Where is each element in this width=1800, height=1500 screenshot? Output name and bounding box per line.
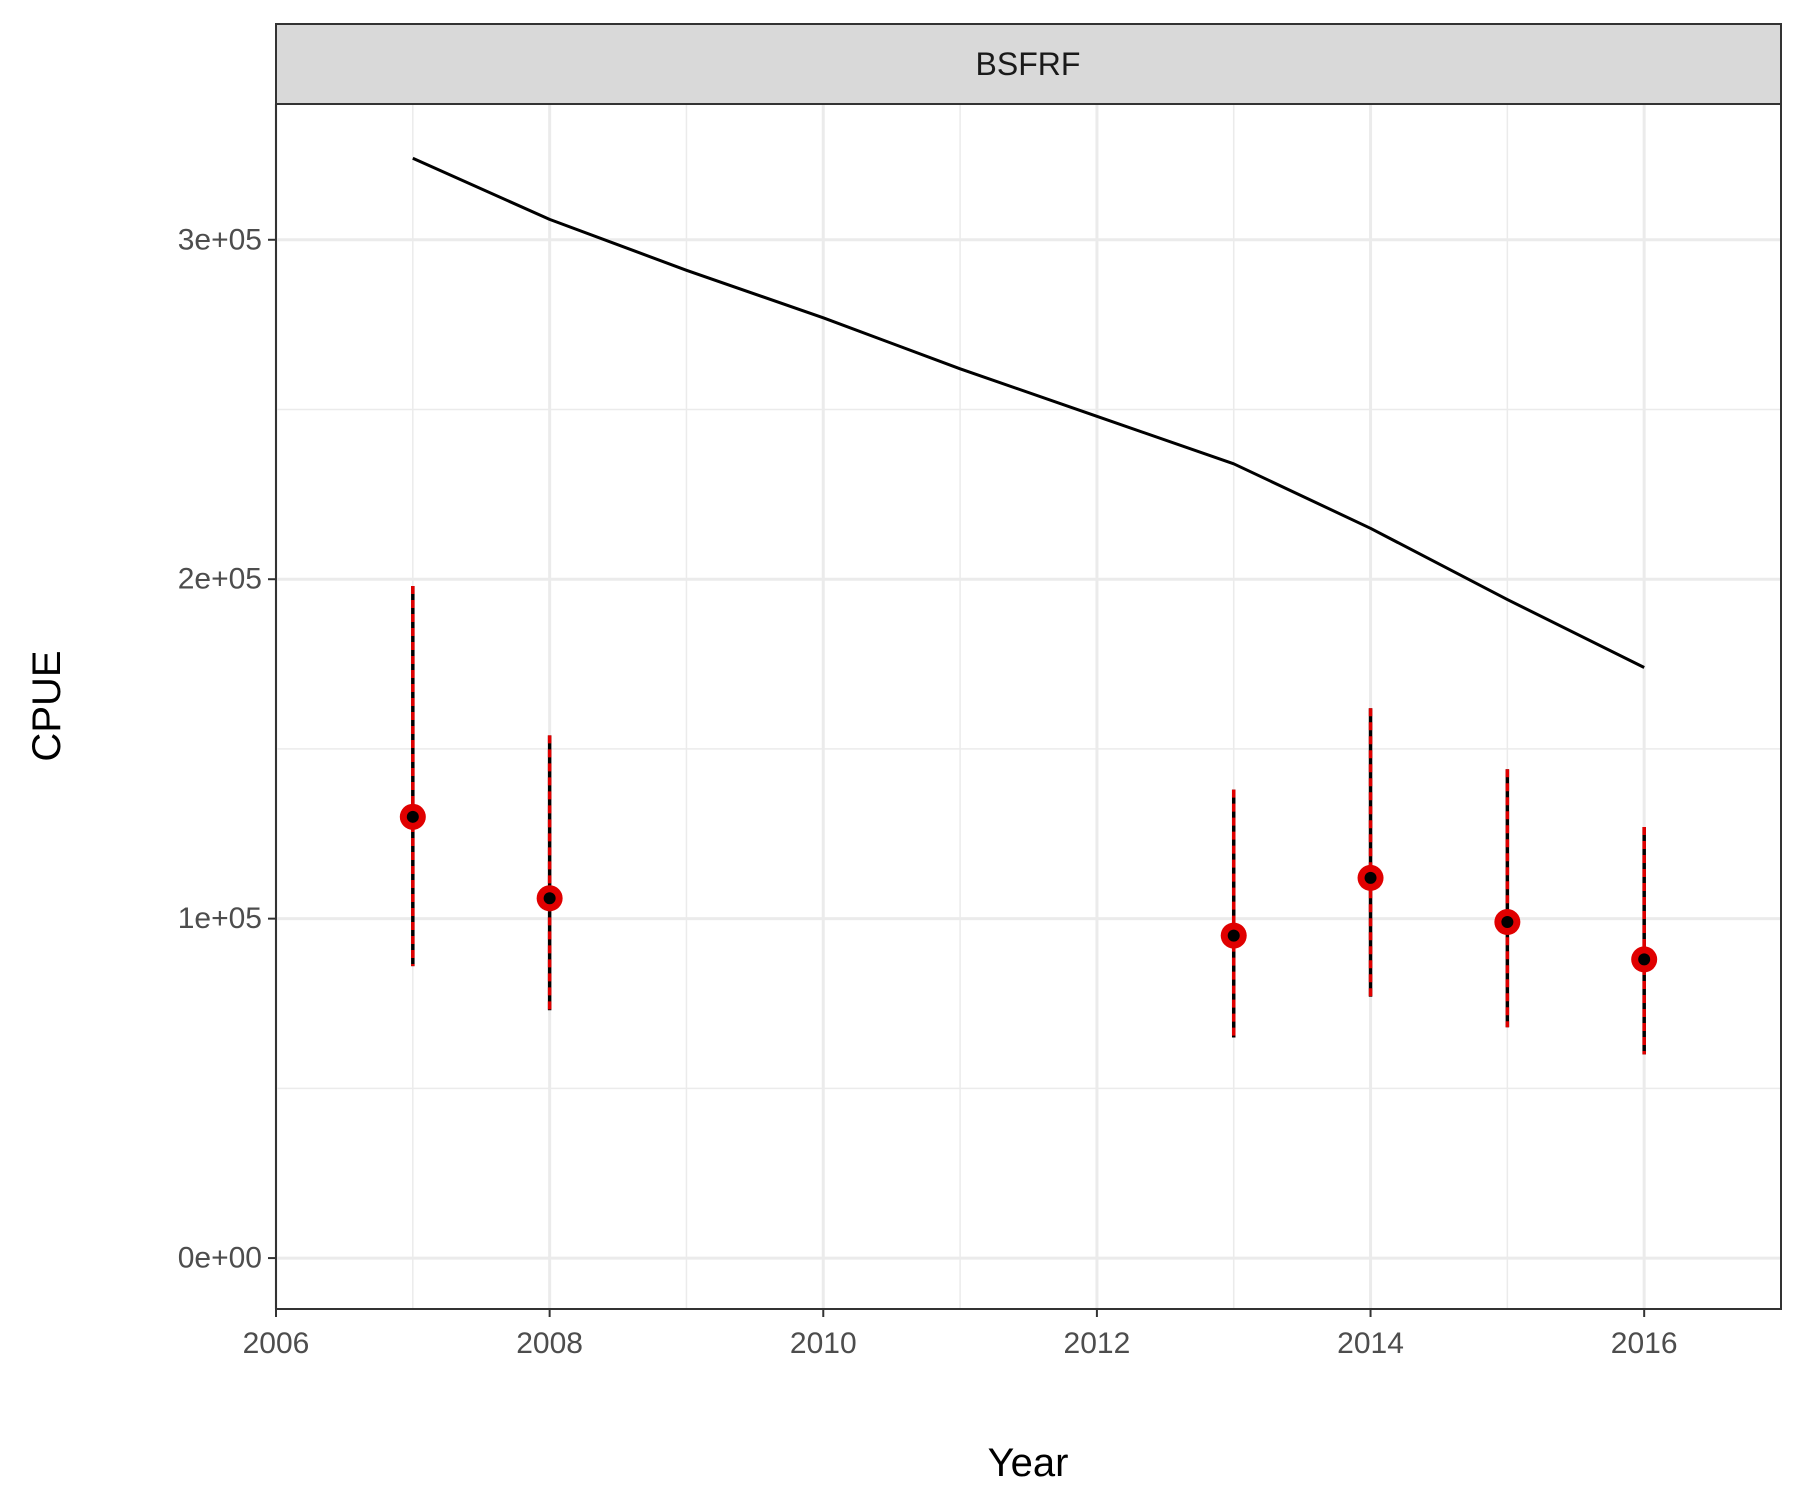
- plot-background: [276, 104, 1781, 1309]
- observed-point-center: [1227, 929, 1240, 942]
- grid-minor: [276, 104, 1781, 1309]
- series-layer: [399, 156, 1658, 1055]
- y-tick-label: 0e+00: [178, 1242, 262, 1275]
- x-axis-title: Year: [988, 1441, 1069, 1485]
- x-tick-label: 2014: [1337, 1327, 1404, 1360]
- x-tick-label: 2006: [243, 1327, 310, 1360]
- facet-strip-label: BSFRF: [976, 46, 1081, 82]
- observed-point-center: [406, 810, 419, 823]
- y-axis-title: CPUE: [25, 650, 69, 761]
- facet-strip: [275, 23, 1782, 105]
- grid-major: [274, 104, 1781, 1309]
- y-tick-label: 2e+05: [178, 563, 262, 596]
- observed-point-center: [1501, 916, 1514, 929]
- observed-point-center: [543, 892, 556, 905]
- x-tick-label: 2012: [1064, 1327, 1131, 1360]
- y-tick-label: 3e+05: [178, 223, 262, 256]
- x-tick-label: 2010: [790, 1327, 857, 1360]
- x-tick-label: 2016: [1611, 1327, 1678, 1360]
- observed-point-center: [1364, 871, 1377, 884]
- observed-point-center: [1638, 953, 1651, 966]
- axis-ticks: 2006 2008 2010 2012 2014 2016 0e+00 1e+05 2e+05 3…: [178, 223, 1678, 1360]
- fitted-line: [412, 156, 1645, 669]
- x-tick-label: 2008: [516, 1327, 583, 1360]
- y-tick-label: 1e+05: [178, 902, 262, 935]
